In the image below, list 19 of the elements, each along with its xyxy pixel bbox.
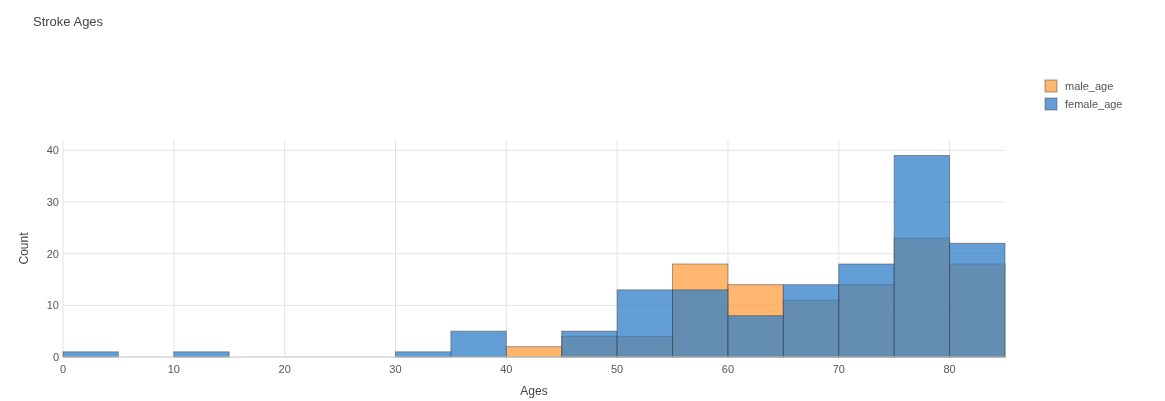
x-tick-label: 60 — [721, 363, 735, 375]
chart-title: Stroke Ages — [33, 14, 104, 29]
x-tick-label: 20 — [278, 363, 291, 375]
legend-label: male_age — [1065, 80, 1114, 92]
x-axis-title: Ages — [520, 384, 548, 398]
x-tick-label: 70 — [832, 363, 845, 375]
x-tick-label: 80 — [943, 363, 956, 375]
y-tick-label: 20 — [46, 247, 59, 260]
y-tick-label: 40 — [46, 144, 59, 157]
x-tick-label: 0 — [59, 363, 67, 375]
x-tick-label: 50 — [610, 363, 624, 375]
y-axis-title: Count — [17, 231, 31, 265]
legend-label: female_age — [1065, 98, 1123, 110]
x-tick-label: 40 — [500, 363, 513, 375]
y-tick-label: 0 — [52, 351, 59, 363]
x-tick-label: 10 — [167, 363, 180, 375]
y-tick-label: 30 — [46, 196, 59, 208]
y-tick-label: 10 — [46, 299, 59, 312]
x-tick-label: 30 — [389, 363, 402, 375]
